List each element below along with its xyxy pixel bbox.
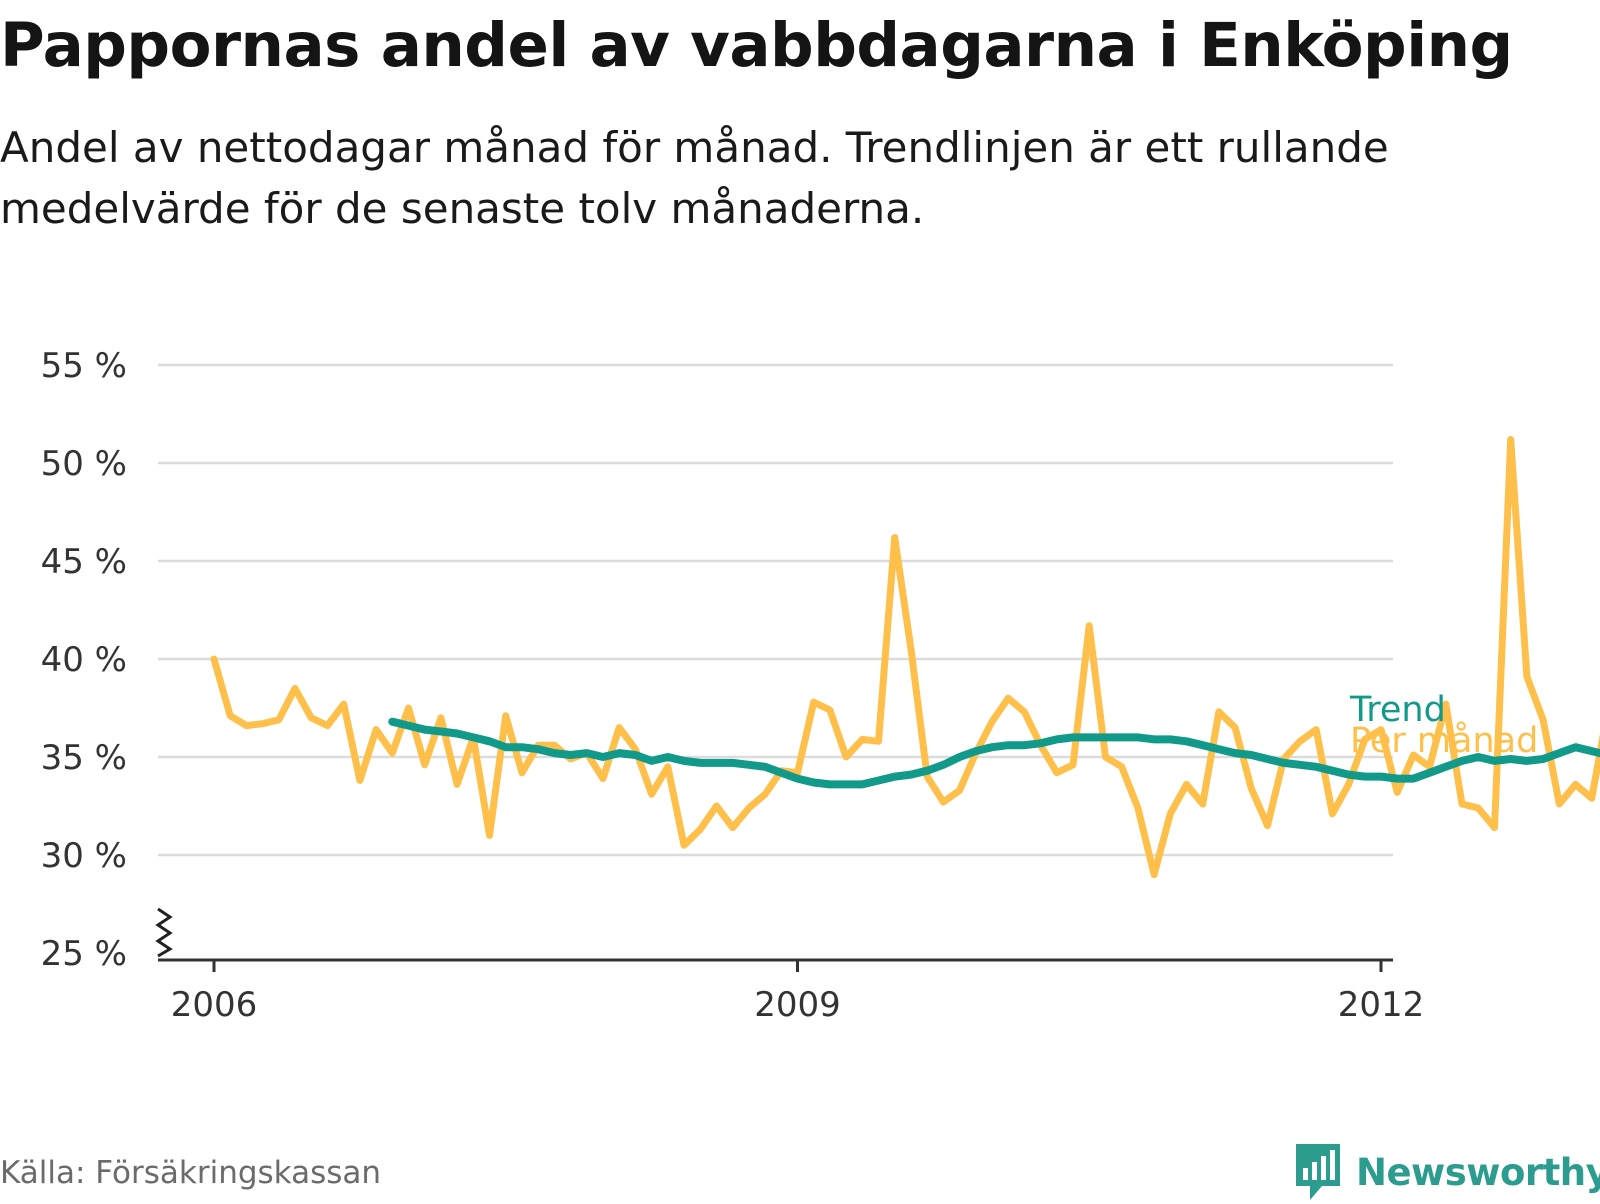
axis-break-icon [155, 907, 173, 958]
source-note: Källa: Försäkringskassan [0, 1155, 382, 1191]
y-tick-label: 45 % [41, 542, 127, 582]
brand-name: Newsworthy [1356, 1150, 1600, 1194]
series-line-trend [388, 717, 1600, 789]
y-tick-label: 40 % [41, 640, 127, 680]
series-label-trend: Trend [1349, 690, 1446, 730]
x-tick-label: 2012 [1338, 985, 1425, 1025]
newsworthy-bar-chart-logo-icon [1296, 1144, 1340, 1200]
series-label-per-manad: Per månad [1350, 720, 1538, 761]
chart-title: Pappornas andel av vabbdagarna i Enköpin… [0, 10, 1513, 81]
brand-logo: Newsworthy [1292, 1140, 1600, 1204]
y-tick-label: 35 % [41, 738, 127, 778]
y-tick-label: 50 % [41, 444, 127, 484]
x-tick-label: 2009 [754, 985, 841, 1025]
chart-subtitle: Andel av nettodagar månad för månad. Tre… [0, 123, 1389, 233]
x-tick-label: 2006 [171, 985, 258, 1025]
series-line-per-manad [210, 436, 1600, 879]
y-tick-label: 30 % [41, 836, 127, 876]
series [210, 436, 1600, 879]
y-axis-tick-labels: 25 % 30 % 35 % 40 % 45 % 50 % 55 % [41, 346, 127, 974]
y-tick-label: 55 % [41, 346, 127, 386]
y-tick-label: 25 % [41, 934, 127, 974]
x-axis: 2006200920122015201820212023 [155, 907, 1425, 1025]
